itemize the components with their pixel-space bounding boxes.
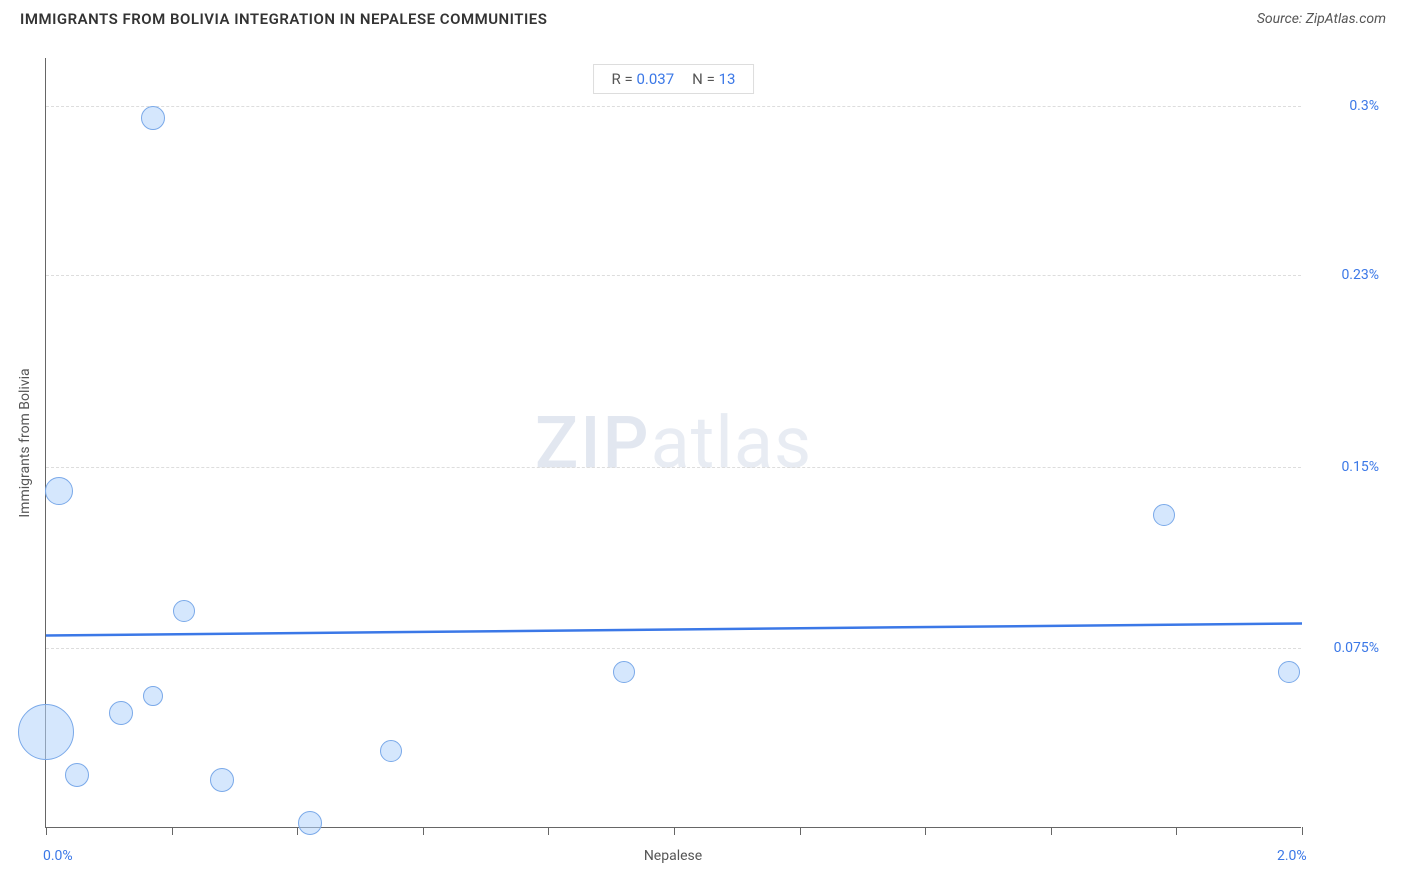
chart-title: IMMIGRANTS FROM BOLIVIA INTEGRATION IN N… <box>20 10 547 28</box>
data-point[interactable] <box>141 106 165 130</box>
x-axis-title: Nepalese <box>644 848 702 864</box>
x-tick <box>548 827 549 835</box>
data-point[interactable] <box>45 477 73 505</box>
x-tick <box>172 827 173 835</box>
data-point[interactable] <box>65 763 89 787</box>
gridline <box>46 648 1301 649</box>
r-value: 0.037 <box>636 70 674 88</box>
plot-area: ZIPatlas R = 0.037 N = 13 0.075%0.15%0.2… <box>45 58 1301 828</box>
source-label: Source: ZipAtlas.com <box>1257 11 1386 27</box>
n-value: 13 <box>719 70 736 88</box>
x-tick <box>925 827 926 835</box>
x-tick <box>1051 827 1052 835</box>
x-tick <box>423 827 424 835</box>
r-stat: R = 0.037 <box>612 70 675 88</box>
gridline <box>46 275 1301 276</box>
data-point[interactable] <box>613 661 635 683</box>
y-tick-label: 0.23% <box>1309 267 1379 283</box>
x-tick <box>800 827 801 835</box>
stats-box: R = 0.037 N = 13 <box>593 64 755 94</box>
data-point[interactable] <box>109 701 133 725</box>
data-point[interactable] <box>380 740 402 762</box>
y-tick-label: 0.3% <box>1309 98 1379 114</box>
x-tick <box>1302 827 1303 835</box>
header: IMMIGRANTS FROM BOLIVIA INTEGRATION IN N… <box>0 0 1406 38</box>
data-point[interactable] <box>173 600 195 622</box>
x-tick <box>46 827 47 835</box>
n-label: N = <box>692 70 715 88</box>
x-min-label: 0.0% <box>43 848 73 864</box>
r-label: R = <box>612 70 633 88</box>
regression-line <box>46 623 1302 635</box>
x-tick <box>674 827 675 835</box>
data-point[interactable] <box>1278 661 1300 683</box>
gridline <box>46 106 1301 107</box>
data-point[interactable] <box>18 704 74 760</box>
x-tick <box>1176 827 1177 835</box>
chart-container: Immigrants from Bolivia ZIPatlas R = 0.0… <box>45 58 1385 828</box>
y-axis-title: Immigrants from Bolivia <box>17 368 33 517</box>
trend-line <box>46 58 1301 827</box>
y-tick-label: 0.075% <box>1309 640 1379 656</box>
y-tick-label: 0.15% <box>1309 459 1379 475</box>
data-point[interactable] <box>298 811 322 835</box>
data-point[interactable] <box>1153 504 1175 526</box>
n-stat: N = 13 <box>692 70 735 88</box>
x-max-label: 2.0% <box>1277 848 1307 864</box>
data-point[interactable] <box>210 768 234 792</box>
gridline <box>46 467 1301 468</box>
data-point[interactable] <box>143 686 163 706</box>
